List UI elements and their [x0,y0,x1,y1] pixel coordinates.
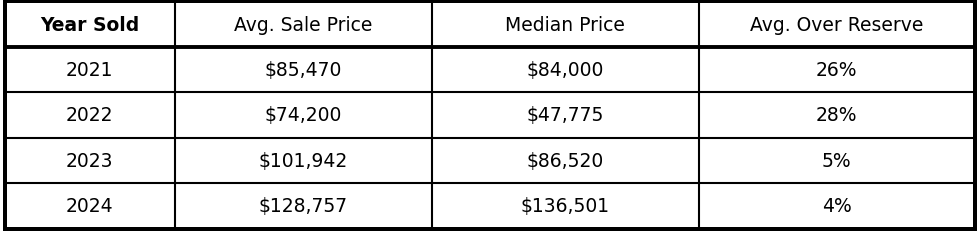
Text: 28%: 28% [816,106,858,125]
Text: 26%: 26% [816,61,858,80]
Text: Avg. Sale Price: Avg. Sale Price [234,15,372,34]
Text: $86,520: $86,520 [526,151,604,170]
Text: $101,942: $101,942 [259,151,348,170]
Text: 5%: 5% [822,151,852,170]
Text: $85,470: $85,470 [265,61,342,80]
Text: $74,200: $74,200 [265,106,342,125]
Text: $84,000: $84,000 [526,61,604,80]
Text: 2021: 2021 [66,61,114,80]
Text: $128,757: $128,757 [259,197,348,216]
Text: Avg. Over Reserve: Avg. Over Reserve [750,15,923,34]
Text: 2022: 2022 [66,106,114,125]
Text: $136,501: $136,501 [520,197,610,216]
Text: 2023: 2023 [66,151,114,170]
Text: 4%: 4% [822,197,852,216]
Text: Median Price: Median Price [506,15,625,34]
Text: 2024: 2024 [66,197,114,216]
Text: Year Sold: Year Sold [40,15,139,34]
Text: $47,775: $47,775 [526,106,604,125]
